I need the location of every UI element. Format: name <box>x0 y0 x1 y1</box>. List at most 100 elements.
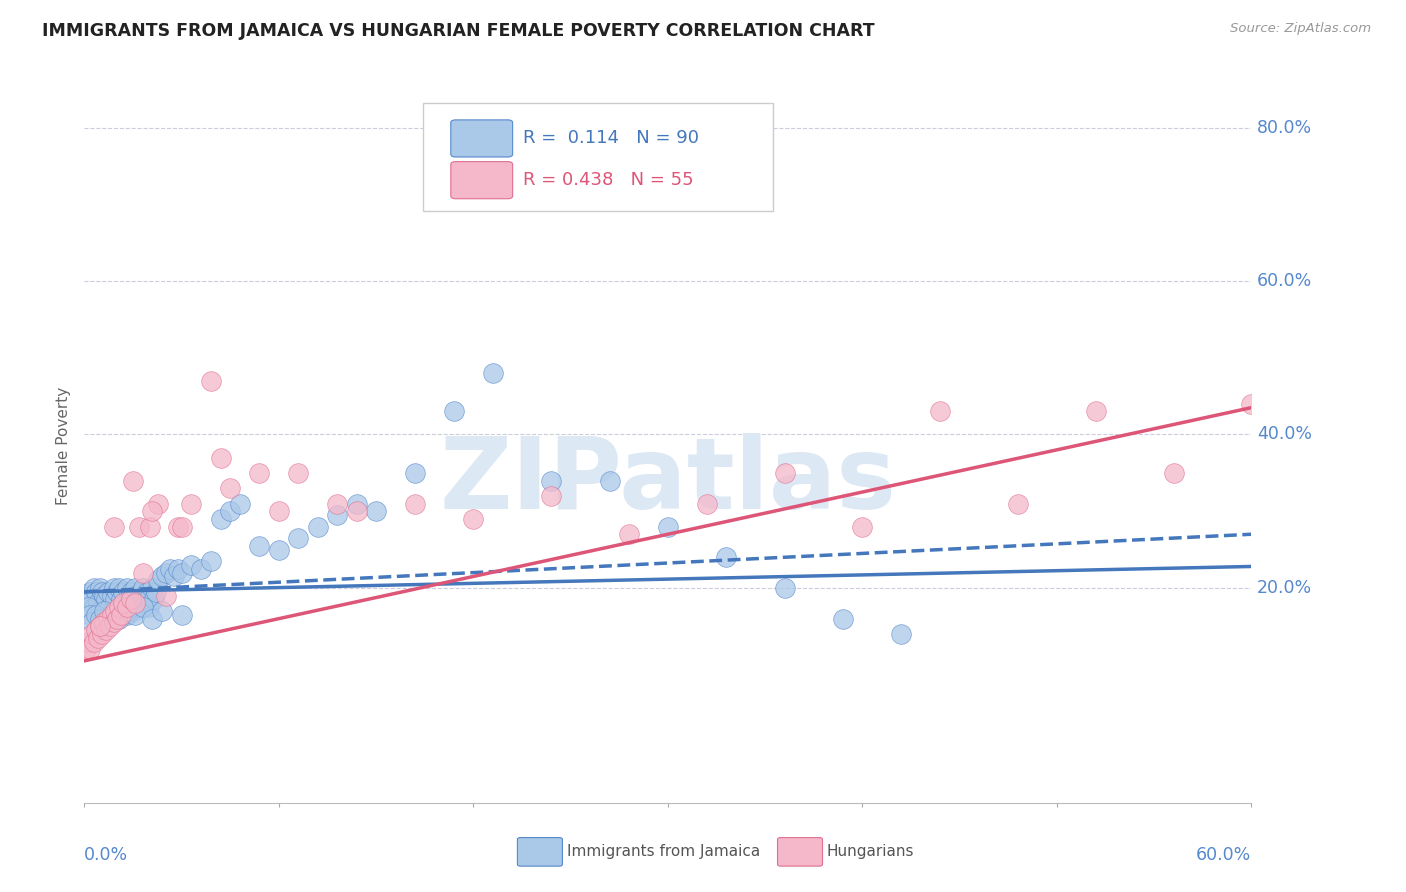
Point <box>89 619 111 633</box>
Point <box>141 581 163 595</box>
Point <box>122 604 145 618</box>
Point <box>155 566 177 580</box>
Text: 60.0%: 60.0% <box>1197 846 1251 863</box>
Point <box>132 581 155 595</box>
Point <box>124 581 146 595</box>
Point <box>124 607 146 622</box>
Point <box>200 374 222 388</box>
Point <box>84 607 107 622</box>
Point <box>141 504 163 518</box>
Point <box>115 600 138 615</box>
Point <box>1240 397 1263 411</box>
Point <box>443 404 465 418</box>
Point <box>463 512 485 526</box>
Point <box>84 623 107 637</box>
Point <box>77 600 100 615</box>
Point <box>1084 404 1107 418</box>
Point <box>89 581 111 595</box>
Point <box>115 581 138 595</box>
Point <box>122 474 145 488</box>
Point <box>832 612 855 626</box>
Point <box>100 607 122 622</box>
Point <box>180 558 202 572</box>
Point <box>773 466 796 480</box>
Text: IMMIGRANTS FROM JAMAICA VS HUNGARIAN FEMALE POVERTY CORRELATION CHART: IMMIGRANTS FROM JAMAICA VS HUNGARIAN FEM… <box>42 22 875 40</box>
Point <box>103 607 125 622</box>
Point <box>180 497 202 511</box>
Point <box>540 474 562 488</box>
Point <box>79 607 101 622</box>
Point <box>97 615 120 630</box>
Point <box>773 581 796 595</box>
Text: 0.0%: 0.0% <box>84 846 128 863</box>
Point <box>1007 497 1029 511</box>
Point <box>170 607 193 622</box>
Point <box>89 604 111 618</box>
Point <box>79 584 101 599</box>
Point <box>166 519 188 533</box>
Point <box>135 584 157 599</box>
Point <box>346 497 368 511</box>
Point <box>90 627 112 641</box>
Point <box>110 592 132 607</box>
Point <box>93 604 115 618</box>
Point <box>122 589 145 603</box>
Point <box>219 504 242 518</box>
Point <box>97 612 120 626</box>
Point <box>229 497 252 511</box>
Point <box>100 589 122 603</box>
Point <box>929 404 952 418</box>
Point <box>112 596 135 610</box>
Point <box>83 600 105 615</box>
Point <box>108 600 131 615</box>
Point <box>107 612 129 626</box>
Point <box>107 584 129 599</box>
Point <box>90 584 112 599</box>
Point <box>104 592 127 607</box>
Point <box>120 584 142 599</box>
Point <box>128 519 150 533</box>
Point <box>716 550 738 565</box>
Point <box>287 531 309 545</box>
Point <box>75 592 97 607</box>
Point <box>115 607 138 622</box>
Point <box>83 581 105 595</box>
FancyBboxPatch shape <box>423 103 773 211</box>
Point <box>124 596 146 610</box>
Point <box>112 584 135 599</box>
Point <box>139 519 162 533</box>
Text: Source: ZipAtlas.com: Source: ZipAtlas.com <box>1230 22 1371 36</box>
Point <box>98 619 121 633</box>
Point <box>108 581 131 595</box>
Point <box>79 642 101 657</box>
Point <box>141 612 163 626</box>
Point <box>143 592 166 607</box>
Point <box>190 562 212 576</box>
Point <box>696 497 718 511</box>
Text: Immigrants from Jamaica: Immigrants from Jamaica <box>567 845 759 859</box>
Point <box>287 466 309 480</box>
Text: 60.0%: 60.0% <box>1257 272 1312 290</box>
Point <box>84 584 107 599</box>
Point <box>83 634 105 648</box>
Point <box>404 466 426 480</box>
Point <box>103 581 125 595</box>
Point <box>98 607 121 622</box>
Point <box>138 600 160 615</box>
Point <box>209 512 232 526</box>
Point <box>267 504 290 518</box>
Point <box>247 466 270 480</box>
Point <box>87 631 110 645</box>
Text: ZIPatlas: ZIPatlas <box>440 434 896 530</box>
Point <box>170 566 193 580</box>
Point <box>77 589 100 603</box>
Point <box>125 600 148 615</box>
Point <box>145 584 167 599</box>
Point <box>87 596 110 610</box>
Text: Hungarians: Hungarians <box>827 845 914 859</box>
Point <box>98 600 121 615</box>
Point <box>94 592 117 607</box>
Point <box>209 450 232 465</box>
Text: R =  0.114   N = 90: R = 0.114 N = 90 <box>523 129 699 147</box>
Point <box>108 612 131 626</box>
